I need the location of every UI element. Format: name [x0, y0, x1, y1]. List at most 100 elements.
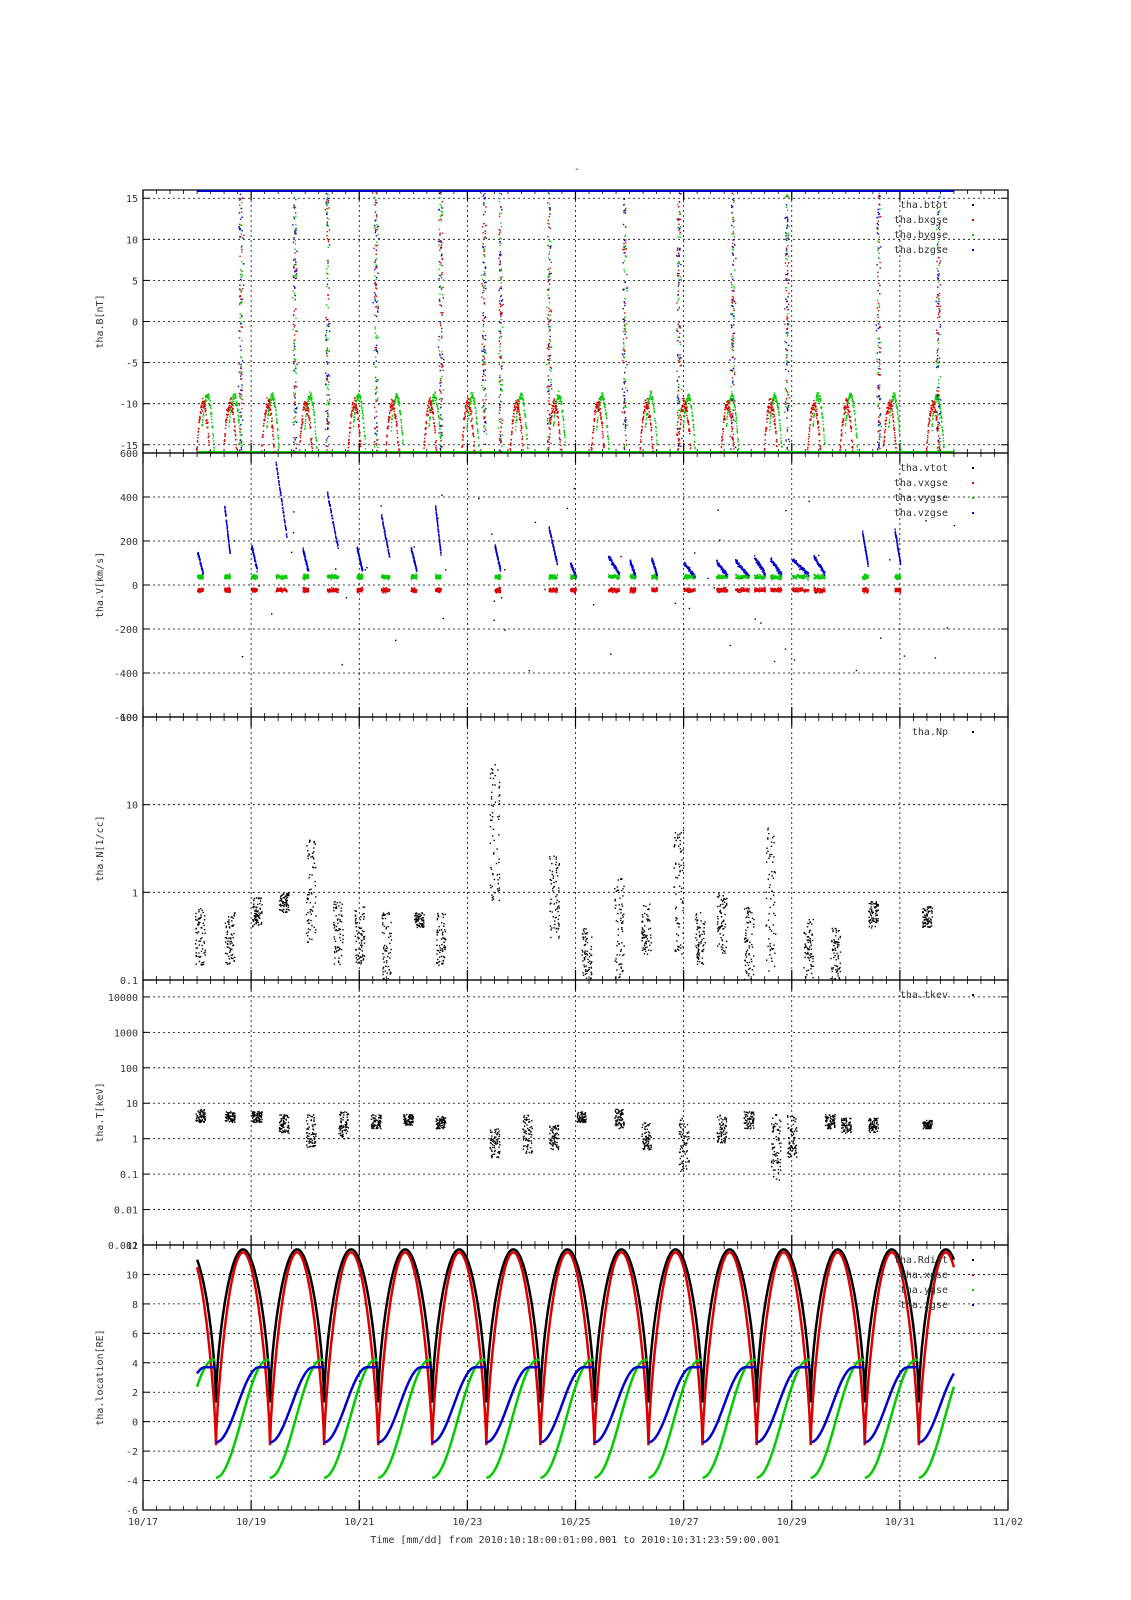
burst-point [327, 445, 329, 448]
bxgse-point [265, 411, 267, 413]
burst-point [327, 388, 329, 391]
burst-point [732, 299, 734, 301]
burst-point [439, 382, 441, 384]
burst-point [327, 427, 329, 429]
burst-point [936, 395, 939, 397]
burst-point [499, 379, 501, 381]
bxgse-point [640, 435, 642, 438]
burst-point [936, 332, 938, 334]
bygse-point [938, 398, 940, 400]
burst-point [482, 246, 484, 248]
burst-point [731, 377, 734, 379]
burst-point [293, 387, 296, 389]
burst-point [877, 405, 879, 407]
burst-point [326, 420, 329, 422]
bxgse-point [511, 432, 513, 435]
bygse-point [234, 395, 236, 397]
burst-point [482, 330, 485, 333]
burst-point [441, 425, 443, 427]
bygse-point [775, 395, 777, 398]
burst-point [877, 224, 879, 226]
burst-point [498, 289, 500, 292]
burst-point [442, 286, 444, 288]
burst-point [877, 227, 879, 229]
bygse-point [943, 450, 945, 453]
bygse-point [735, 411, 737, 414]
burst-point [678, 229, 680, 232]
bxgse-point [424, 428, 427, 431]
burst-point [484, 193, 486, 195]
bygse-point [361, 408, 363, 410]
burst-point [483, 371, 485, 373]
bxgse-point [931, 400, 934, 402]
burst-point [328, 287, 330, 289]
bygse-point [439, 436, 442, 438]
bygse-point [820, 399, 822, 401]
bygse-point [737, 441, 739, 443]
burst-point [375, 285, 377, 287]
burst-point [483, 346, 485, 348]
bygse-point [514, 429, 517, 431]
bygse-point [773, 399, 775, 401]
bxgse-point [308, 416, 310, 419]
burst-point [326, 268, 328, 270]
bygse-point [357, 393, 360, 395]
burst-point [485, 393, 487, 395]
bygse-point [313, 414, 316, 416]
burst-point [677, 275, 680, 277]
burst-point [549, 213, 551, 215]
burst-point [676, 203, 679, 206]
burst-point [878, 444, 880, 446]
bxgse-point [397, 441, 399, 443]
bygse-point [844, 424, 847, 427]
bygse-point [608, 448, 610, 450]
burst-point [677, 330, 679, 332]
bygse-point [649, 395, 651, 398]
burst-point [784, 403, 787, 405]
bxgse-point [462, 434, 464, 436]
bygse-point [777, 406, 780, 409]
bxgse-point [429, 397, 431, 399]
y-tick-label: 200 [120, 537, 138, 548]
bxgse-point [645, 401, 648, 404]
burst-point [784, 387, 786, 390]
burst-point [500, 270, 502, 272]
bygse-point [230, 408, 232, 410]
bygse-point [471, 396, 474, 398]
bxgse-point [893, 421, 895, 423]
burst-point [326, 418, 328, 420]
burst-point [550, 370, 552, 372]
bxgse-point [929, 414, 932, 416]
bxgse-point [651, 439, 653, 441]
bxgse-point [390, 406, 392, 408]
burst-point [441, 264, 443, 267]
bxgse-point [808, 440, 810, 443]
bygse-point [735, 418, 737, 420]
burst-point [295, 317, 297, 320]
bygse-point [428, 423, 430, 425]
y-axis-label: tha.B[nT] [95, 294, 106, 348]
burst-point [937, 298, 940, 300]
burst-point [732, 337, 734, 339]
bxgse-point [769, 406, 772, 408]
burst-point [501, 365, 503, 367]
burst-point [626, 290, 629, 292]
bxgse-point [208, 435, 210, 437]
burst-point [325, 339, 327, 341]
bygse-point [236, 403, 238, 405]
burst-point [550, 442, 552, 445]
burst-point [550, 311, 553, 313]
burst-point [677, 236, 679, 238]
bxgse-point [815, 406, 817, 408]
bxgse-point [891, 408, 893, 410]
burst-point [296, 407, 298, 409]
bxgse-point [819, 448, 821, 450]
burst-point [938, 281, 940, 283]
burst-point [621, 388, 624, 390]
burst-point [374, 231, 377, 234]
bygse-point [897, 413, 899, 416]
bygse-point [735, 416, 738, 419]
burst-point [676, 329, 678, 332]
burst-point [327, 239, 329, 241]
burst-point [294, 439, 296, 441]
